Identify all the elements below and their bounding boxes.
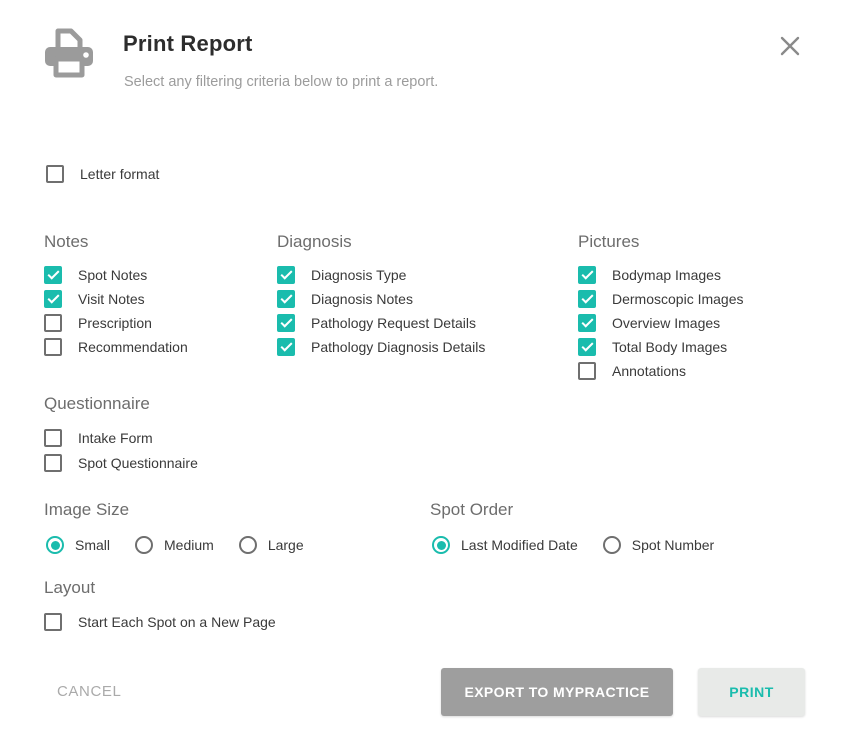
notes-item-prescription[interactable]: Prescription — [44, 314, 188, 332]
diagnosis-item-notes[interactable]: Diagnosis Notes — [277, 290, 485, 308]
close-icon — [780, 36, 800, 56]
checkbox[interactable] — [44, 290, 62, 308]
pictures-item-total-body[interactable]: Total Body Images — [578, 338, 744, 356]
layout-item-new-page[interactable]: Start Each Spot on a New Page — [44, 613, 276, 631]
radio-button[interactable] — [46, 536, 64, 554]
spot-order-option-spot-number[interactable]: Spot Number — [602, 536, 715, 554]
image-size-option-large[interactable]: Large — [238, 536, 304, 554]
image-size-title: Image Size — [44, 500, 130, 519]
diagnosis-group-title: Diagnosis — [277, 232, 352, 251]
layout-group-title: Layout — [44, 578, 96, 597]
pictures-item-dermoscopic[interactable]: Dermoscopic Images — [578, 290, 744, 308]
pictures-item-overview[interactable]: Overview Images — [578, 314, 744, 332]
checkbox-label: Total Body Images — [612, 339, 728, 355]
notes-item-visit-notes[interactable]: Visit Notes — [44, 290, 188, 308]
image-size-group: Image Size Small Medium Large — [44, 500, 304, 554]
checkbox[interactable] — [44, 613, 62, 631]
diagnosis-item-type[interactable]: Diagnosis Type — [277, 266, 485, 284]
checkbox-label: Spot Questionnaire — [78, 455, 198, 471]
image-size-option-medium[interactable]: Medium — [135, 536, 214, 554]
checkbox-label: Visit Notes — [78, 291, 145, 307]
checkbox[interactable] — [44, 266, 62, 284]
checkbox-label: Spot Notes — [78, 267, 148, 283]
spot-order-options: Last Modified Date Spot Number — [432, 536, 714, 554]
checkbox-label: Overview Images — [612, 315, 721, 331]
radio-button[interactable] — [602, 536, 621, 554]
print-button[interactable]: PRINT — [698, 668, 805, 716]
radio-button[interactable] — [135, 536, 154, 554]
radio-label: Spot Number — [631, 537, 715, 553]
radio-label: Medium — [164, 537, 214, 553]
export-to-mypractice-button[interactable]: EXPORT TO MYPRACTICE — [441, 668, 673, 716]
questionnaire-item-spot-questionnaire[interactable]: Spot Questionnaire — [44, 454, 198, 472]
questionnaire-group: Questionnaire Intake Form Spot Questionn… — [44, 394, 198, 479]
pictures-group: Pictures Bodymap Images Dermoscopic Imag… — [578, 232, 744, 386]
notes-item-spot-notes[interactable]: Spot Notes — [44, 266, 188, 284]
checkbox[interactable] — [277, 338, 295, 356]
printer-icon — [38, 26, 100, 89]
checkbox-label: Recommendation — [78, 339, 188, 355]
diagnosis-group: Diagnosis Diagnosis Type Diagnosis Notes… — [277, 232, 485, 362]
page-subtitle: Select any filtering criteria below to p… — [124, 74, 439, 90]
checkbox-label: Start Each Spot on a New Page — [78, 614, 276, 630]
checkbox[interactable] — [277, 266, 295, 284]
notes-item-recommendation[interactable]: Recommendation — [44, 338, 188, 356]
checkbox-label: Pathology Diagnosis Details — [311, 339, 486, 355]
checkbox-label: Prescription — [78, 315, 152, 331]
radio-label: Large — [267, 537, 304, 553]
checkbox-label: Diagnosis Notes — [311, 291, 413, 307]
pictures-item-bodymap[interactable]: Bodymap Images — [578, 266, 744, 284]
checkbox-label: Bodymap Images — [612, 267, 721, 283]
checkbox[interactable] — [578, 290, 596, 308]
notes-group: Notes Spot Notes Visit Notes Prescriptio… — [44, 232, 188, 362]
letter-format-option[interactable]: Letter format — [46, 165, 159, 183]
checkbox[interactable] — [578, 314, 596, 332]
checkbox[interactable] — [44, 338, 62, 356]
pictures-item-annotations[interactable]: Annotations — [578, 362, 744, 380]
checkbox[interactable] — [277, 314, 295, 332]
checkbox[interactable] — [578, 338, 596, 356]
letter-format-checkbox[interactable] — [46, 165, 64, 183]
checkbox-label: Intake Form — [78, 430, 153, 446]
spot-order-group: Spot Order Last Modified Date Spot Numbe… — [430, 500, 714, 554]
page-title: Print Report — [123, 31, 253, 56]
image-size-options: Small Medium Large — [46, 536, 304, 554]
notes-group-title: Notes — [44, 232, 89, 251]
cancel-button[interactable]: CANCEL — [57, 683, 122, 700]
pictures-group-title: Pictures — [578, 232, 640, 251]
checkbox[interactable] — [44, 454, 62, 472]
checkbox-label: Pathology Request Details — [311, 315, 476, 331]
radio-label: Last Modified Date — [461, 537, 578, 553]
spot-order-title: Spot Order — [430, 500, 514, 519]
checkbox[interactable] — [578, 266, 596, 284]
diagnosis-item-pathology-diagnosis[interactable]: Pathology Diagnosis Details — [277, 338, 485, 356]
radio-button[interactable] — [432, 536, 450, 554]
checkbox[interactable] — [44, 314, 62, 332]
radio-label: Small — [75, 537, 111, 553]
questionnaire-item-intake-form[interactable]: Intake Form — [44, 429, 198, 447]
checkbox-label: Dermoscopic Images — [612, 291, 744, 307]
letter-format-label: Letter format — [80, 166, 160, 182]
diagnosis-item-pathology-request[interactable]: Pathology Request Details — [277, 314, 485, 332]
checkbox[interactable] — [44, 429, 62, 447]
questionnaire-group-title: Questionnaire — [44, 394, 150, 413]
checkbox-label: Annotations — [612, 363, 686, 379]
image-size-option-small[interactable]: Small — [46, 536, 110, 554]
checkbox-label: Diagnosis Type — [311, 267, 407, 283]
close-button[interactable] — [775, 31, 805, 61]
radio-button[interactable] — [238, 536, 257, 554]
layout-group: Layout Start Each Spot on a New Page — [44, 578, 276, 637]
checkbox[interactable] — [578, 362, 596, 380]
spot-order-option-last-modified[interactable]: Last Modified Date — [432, 536, 578, 554]
checkbox[interactable] — [277, 290, 295, 308]
